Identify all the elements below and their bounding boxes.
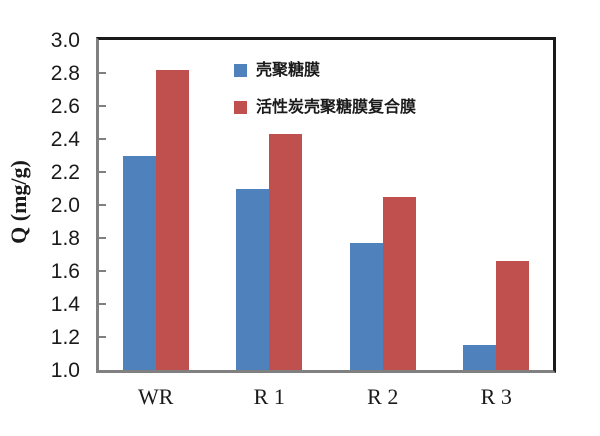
y-tick-label: 2.0 (50, 193, 80, 217)
y-tick-mark (99, 204, 106, 206)
legend-swatch-icon (234, 63, 247, 77)
y-tick-label: 2.8 (50, 61, 80, 85)
y-tick-label: 1.8 (50, 226, 80, 250)
bar-r1-series2 (269, 134, 303, 370)
y-tick-mark (99, 303, 106, 305)
y-tick-label: 1.2 (50, 325, 80, 349)
x-tick-label-wr: WR (138, 384, 174, 409)
x-tick-label-r3: R 3 (480, 384, 512, 409)
y-tick-mark (99, 336, 106, 338)
y-tick-mark (99, 72, 106, 74)
bar-wr-series2 (155, 69, 189, 370)
legend-item-series1: 壳聚糖膜 (234, 60, 416, 80)
bar-r3-series1 (463, 345, 497, 370)
y-tick-label: 2.4 (50, 127, 80, 151)
x-tick-label-r2: R 2 (367, 384, 399, 409)
y-tick-label: 1.6 (50, 259, 80, 283)
y-tick-label: 2.2 (50, 160, 80, 184)
y-tick-label: 1.4 (50, 292, 80, 316)
bar-wr-series1 (122, 155, 156, 370)
x-tick-label-r1: R 1 (253, 384, 285, 409)
bar-r3-series2 (496, 261, 530, 370)
legend-label: 活性炭壳聚糖膜复合膜 (256, 97, 417, 116)
plot-area (96, 37, 556, 373)
legend-label: 壳聚糖膜 (256, 60, 321, 79)
legend-item-series2: 活性炭壳聚糖膜复合膜 (234, 97, 416, 117)
y-tick-label: 1.0 (50, 358, 80, 382)
y-tick-mark (99, 270, 106, 272)
y-tick-mark (99, 105, 106, 107)
y-tick-mark (99, 138, 106, 140)
bar-r1-series1 (236, 188, 270, 370)
y-tick-mark (99, 171, 106, 173)
y-tick-label: 2.6 (50, 94, 80, 118)
legend: 壳聚糖膜活性炭壳聚糖膜复合膜 (234, 60, 416, 134)
bar-r2-series1 (349, 242, 383, 370)
legend-swatch-icon (234, 100, 247, 114)
y-tick-mark (99, 237, 106, 239)
y-tick-label: 3.0 (50, 28, 80, 52)
bar-r2-series2 (382, 196, 416, 370)
